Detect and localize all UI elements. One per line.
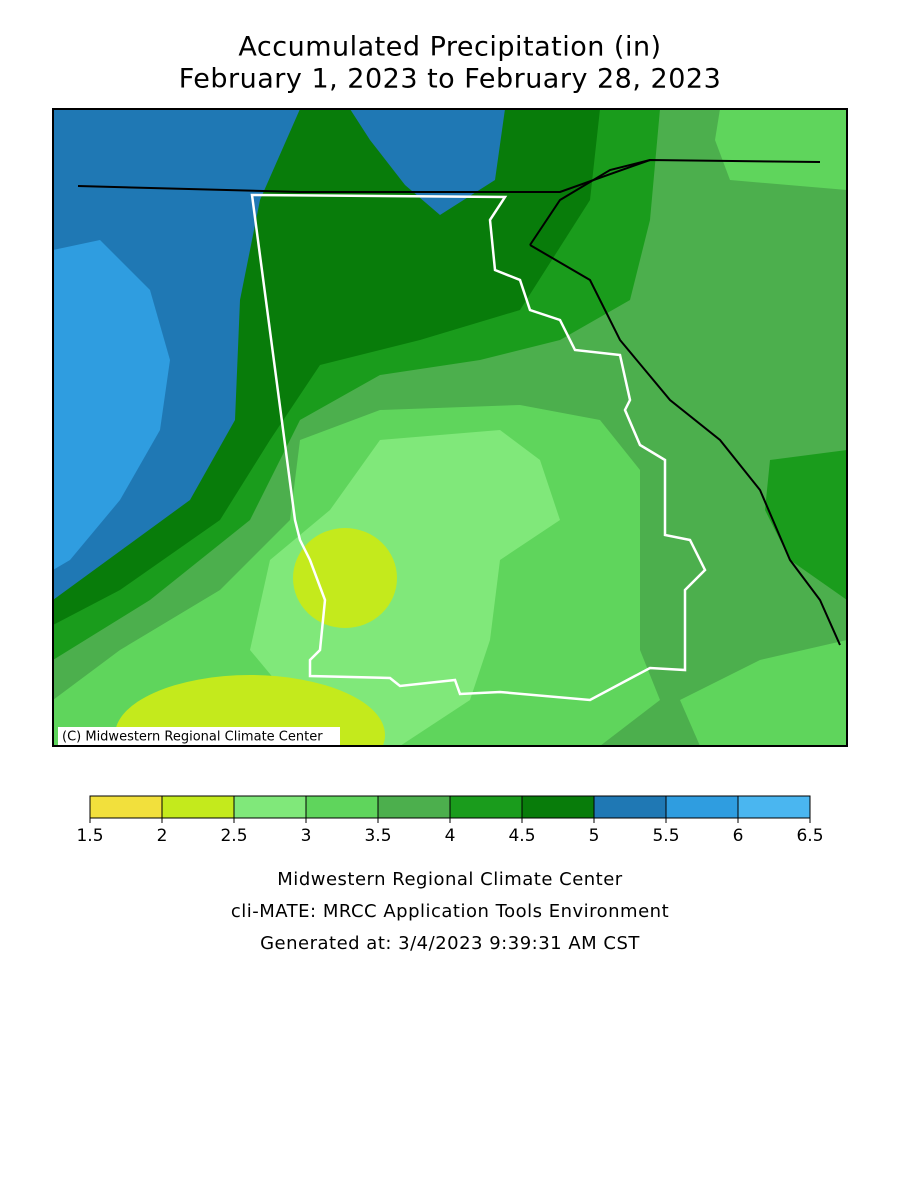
legend-tick-label: 1.5 [76,826,103,846]
footer-line: Generated at: 3/4/2023 9:39:31 AM CST [260,933,640,954]
copyright: (C) Midwestern Regional Climate Center [62,730,323,745]
legend-swatch [449,795,523,819]
legend-tick-label: 4.5 [508,826,535,846]
legend-tick-label: 3.5 [364,826,391,846]
legend-tick-label: 4 [445,826,456,846]
footer-line: Midwestern Regional Climate Center [277,869,623,890]
legend-tick-label: 5.5 [652,826,679,846]
legend-swatch [233,795,307,819]
title-line: February 1, 2023 to February 28, 2023 [179,64,722,95]
legend-swatch [305,795,379,819]
legend-tick-label: 2 [157,826,168,846]
legend-tick-label: 6.5 [796,826,823,846]
map: (C) Midwestern Regional Climate Center [53,109,847,746]
legend-tick-label: 6 [733,826,744,846]
legend-swatch [89,795,163,819]
legend-tick-label: 3 [301,826,312,846]
legend-swatch [593,795,667,819]
legend-swatch [737,795,811,819]
title-line: Accumulated Precipitation (in) [238,32,661,63]
legend-swatch [377,795,451,819]
legend-swatch [521,795,595,819]
legend-tick-label: 2.5 [220,826,247,846]
legend-swatch [665,795,739,819]
legend: 1.5 2 2.5 3 3.5 4 4.5 5 5.5 6 6.5 [76,795,824,846]
legend-swatch [161,795,235,819]
legend-tick-label: 5 [589,826,600,846]
footer-line: cli-MATE: MRCC Application Tools Environ… [231,901,669,922]
map-frame [52,108,848,747]
